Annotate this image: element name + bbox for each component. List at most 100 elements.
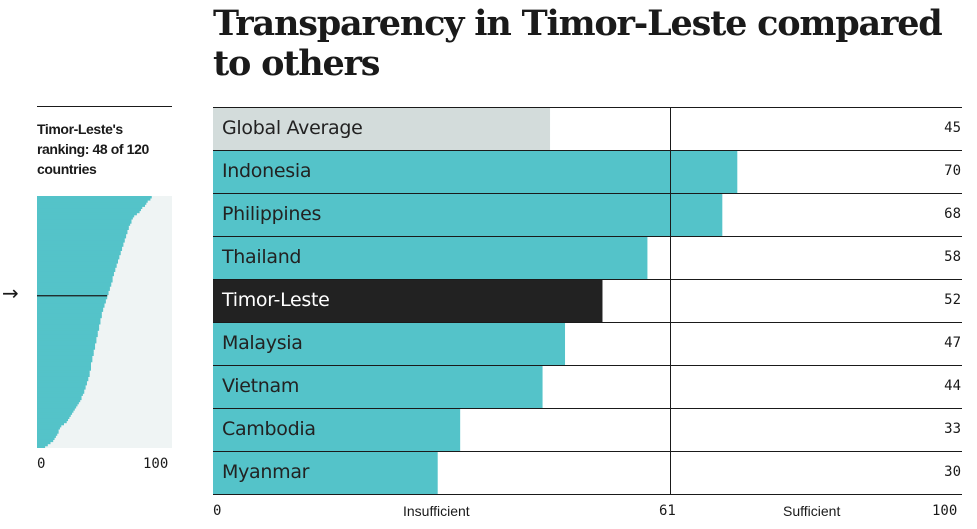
mini-bar xyxy=(37,380,87,384)
mini-bar xyxy=(37,427,60,430)
mini-bar xyxy=(37,317,101,321)
mini-bar xyxy=(37,336,97,340)
bar-malaysia xyxy=(213,322,566,365)
axis-max-label: 100 xyxy=(932,503,958,519)
mini-bar xyxy=(37,204,145,207)
mini-bar xyxy=(37,406,77,409)
mini-bar xyxy=(37,301,106,304)
bar-philippines xyxy=(213,193,723,236)
mini-bar xyxy=(37,431,59,434)
bar-category-label: Malaysia xyxy=(222,332,303,354)
bar-category-label: Global Average xyxy=(222,117,363,139)
mini-bar xyxy=(37,418,69,422)
mini-bar xyxy=(37,416,70,419)
mini-bar xyxy=(37,319,101,323)
mini-bar xyxy=(37,322,101,325)
mini-bar xyxy=(37,221,132,224)
mini-bar xyxy=(37,422,64,426)
mini-bar xyxy=(37,202,147,205)
mini-bar xyxy=(37,277,113,281)
mini-bar xyxy=(37,414,71,417)
axis-insufficient-label: Insufficient xyxy=(403,503,470,519)
mini-bar xyxy=(37,343,96,346)
bar-value-label: 45 xyxy=(944,120,961,136)
mini-bar xyxy=(37,250,121,254)
mini-bar xyxy=(37,246,123,249)
bar-indonesia xyxy=(213,150,738,193)
mini-bar xyxy=(37,238,125,241)
mini-bar xyxy=(37,223,131,226)
bar-value-label: 68 xyxy=(944,206,961,222)
mini-bar xyxy=(37,292,109,296)
axis-sufficient-label: Sufficient xyxy=(783,503,841,519)
mini-bar xyxy=(37,198,151,201)
mini-bar xyxy=(37,282,112,285)
mini-bar xyxy=(37,401,79,405)
mini-bar xyxy=(37,235,127,239)
ranking-divider xyxy=(37,106,172,107)
mini-bar xyxy=(37,210,140,214)
mini-bar xyxy=(37,288,110,291)
ranking-mini-chart xyxy=(37,196,172,448)
bar-category-label: Myanmar xyxy=(222,461,310,483)
mini-bar xyxy=(37,366,91,369)
bar-cambodia xyxy=(213,408,461,451)
mini-bar xyxy=(37,261,118,264)
mini-bar xyxy=(37,370,90,373)
mini-bar xyxy=(37,443,48,447)
mini-bar xyxy=(37,254,120,258)
mini-bar xyxy=(37,265,117,268)
mini-bar xyxy=(37,290,109,293)
mini-bar xyxy=(37,311,102,314)
mini-bar xyxy=(37,389,85,392)
mini-axis-max: 100 xyxy=(143,456,169,472)
mini-bar xyxy=(37,412,73,415)
mini-bar xyxy=(37,248,123,251)
mini-bar xyxy=(37,219,132,222)
bar-value-label: 58 xyxy=(944,249,961,265)
mini-bar xyxy=(37,206,143,209)
mini-bar xyxy=(37,399,81,403)
mini-bar xyxy=(37,227,129,230)
bar-value-label: 70 xyxy=(944,163,961,179)
axis-threshold-label: 61 xyxy=(659,503,676,519)
mini-bar xyxy=(37,200,148,203)
mini-bar xyxy=(37,376,89,380)
mini-bar xyxy=(37,433,58,436)
mini-bar xyxy=(37,231,128,235)
mini-bar xyxy=(37,217,133,220)
mini-bar xyxy=(37,252,121,256)
mini-bar xyxy=(37,391,85,394)
mini-bar xyxy=(37,410,74,413)
mini-bar xyxy=(37,242,124,245)
bar-value-label: 52 xyxy=(944,292,961,308)
mini-bar xyxy=(37,435,56,438)
mini-bar xyxy=(37,225,129,228)
mini-bar xyxy=(37,244,124,247)
mini-bar xyxy=(37,280,113,283)
mini-bar xyxy=(37,437,55,440)
bar-value-label: 44 xyxy=(944,378,961,394)
mini-bar xyxy=(37,441,51,445)
mini-bar xyxy=(37,332,98,335)
mini-bar xyxy=(37,338,97,342)
bar-global-average xyxy=(213,107,551,150)
bar-category-label: Philippines xyxy=(222,203,322,225)
mini-bar xyxy=(37,330,98,333)
mini-bar xyxy=(37,385,86,388)
mini-bar xyxy=(37,263,117,266)
mini-bar xyxy=(37,214,135,218)
axis-min-label: 0 xyxy=(213,503,222,519)
bar-timor-leste xyxy=(213,279,603,322)
mini-bar xyxy=(37,212,137,216)
mini-bar xyxy=(37,305,105,308)
mini-bar xyxy=(37,309,104,312)
mini-bar xyxy=(37,275,113,279)
bar-vietnam xyxy=(213,365,543,408)
mini-bar xyxy=(37,395,82,398)
mini-bar xyxy=(37,229,128,233)
mini-bar xyxy=(37,429,59,432)
mini-bar xyxy=(37,315,102,319)
mini-bar xyxy=(37,334,98,338)
mini-bar xyxy=(37,364,91,367)
